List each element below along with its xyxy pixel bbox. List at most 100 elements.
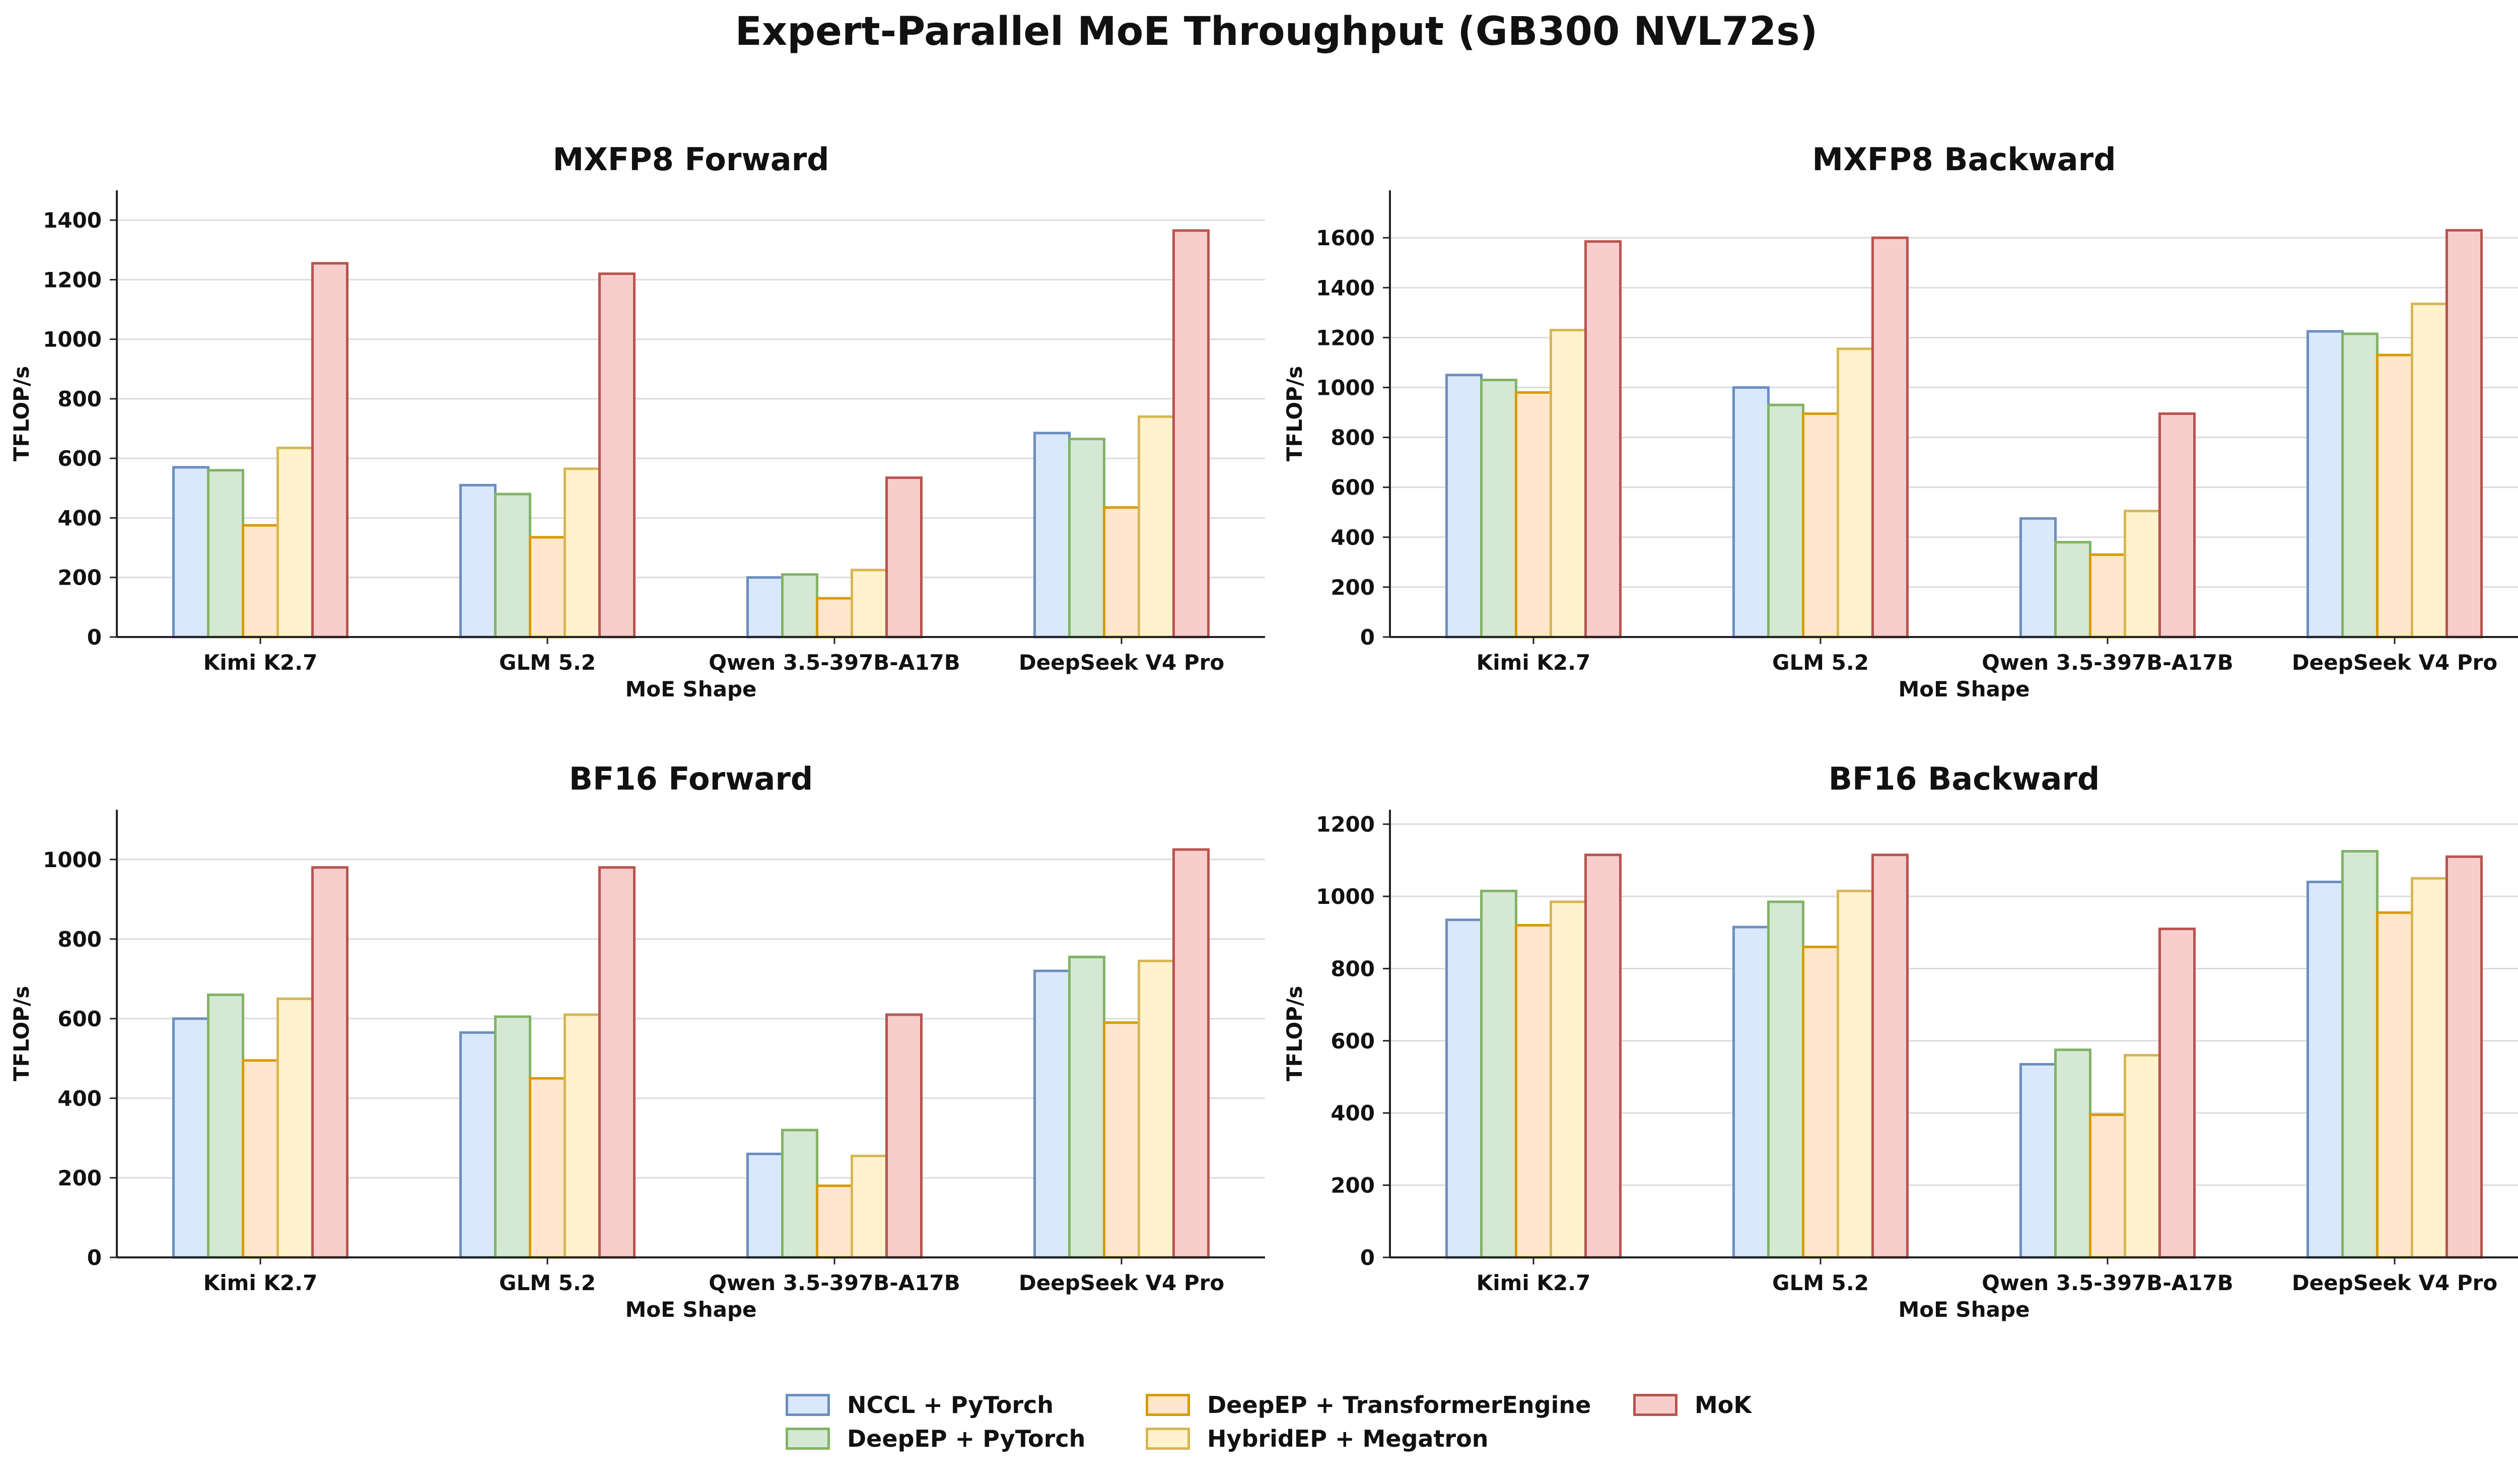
y-axis-label: TFLOP/s	[1282, 986, 1307, 1081]
y-tick-label: 600	[1331, 1029, 1375, 1053]
bar-mok-glm-5-2	[598, 866, 636, 1259]
x-tick-label-qwen-3-5-397b-a17b: Qwen 3.5-397B-A17B	[709, 650, 960, 675]
bar-mok-deepseek-v4-pro	[2445, 855, 2483, 1259]
bar-mok-kimi-k2-7	[1584, 240, 1622, 639]
figure-title: Expert-Parallel MoE Throughput (GB300 NV…	[735, 9, 1818, 54]
x-axis-label: MoE Shape	[625, 1297, 756, 1322]
bar-hybridep-megatron-deepseek-v4-pro	[2411, 877, 2448, 1259]
y-tick-label: 400	[1331, 1101, 1375, 1125]
bar-deepep-transformerengine-glm-5-2	[529, 536, 566, 639]
bar-deepep-pytorch-deepseek-v4-pro	[1068, 955, 1105, 1259]
y-tick-label: 1000	[1316, 884, 1375, 909]
y-tick-label: 1400	[1316, 275, 1375, 300]
x-tick-label-kimi-k2-7: Kimi K2.7	[203, 1270, 318, 1295]
y-tick-label: 200	[1331, 575, 1375, 600]
x-tick-label-glm-5-2: GLM 5.2	[499, 1270, 596, 1295]
legend-label-hybridep-megatron: HybridEP + Megatron	[1207, 1425, 1489, 1452]
bar-nccl-pytorch-kimi-k2-7	[1445, 374, 1483, 639]
bar-hybridep-megatron-deepseek-v4-pro	[1138, 959, 1175, 1259]
x-tick-label-deepseek-v4-pro: DeepSeek V4 Pro	[1019, 650, 1224, 675]
legend-item-hybridep-megatron: HybridEP + Megatron	[1146, 1421, 1488, 1456]
x-tick-label-deepseek-v4-pro: DeepSeek V4 Pro	[2292, 650, 2497, 675]
bar-mok-kimi-k2-7	[1584, 854, 1622, 1259]
bar-deepep-pytorch-qwen-3-5-397b-a17b	[2054, 541, 2091, 639]
bar-mok-glm-5-2	[1871, 854, 1909, 1259]
legend: NCCL + PyTorch DeepEP + PyTorch DeepEP +…	[786, 1382, 1773, 1463]
x-tick-label-qwen-3-5-397b-a17b: Qwen 3.5-397B-A17B	[1982, 1270, 2233, 1295]
legend-swatch-mok	[1633, 1394, 1677, 1416]
bar-deepep-pytorch-qwen-3-5-397b-a17b	[781, 573, 818, 639]
bar-deepep-pytorch-glm-5-2	[1767, 403, 1804, 639]
y-tick-label: 400	[57, 1086, 102, 1111]
bar-mok-kimi-k2-7	[311, 262, 348, 639]
bar-nccl-pytorch-qwen-3-5-397b-a17b	[2019, 1063, 2057, 1259]
bar-nccl-pytorch-deepseek-v4-pro	[1033, 969, 1071, 1259]
bar-deepep-transformerengine-deepseek-v4-pro	[1103, 1021, 1140, 1259]
y-tick-label: 0	[87, 625, 102, 650]
bar-hybridep-megatron-glm-5-2	[1837, 347, 1874, 639]
legend-item-mok: MoK	[1633, 1387, 1752, 1423]
bar-hybridep-megatron-qwen-3-5-397b-a17b	[851, 1154, 888, 1259]
y-tick-label: 200	[57, 1166, 102, 1190]
y-tick-label: 0	[1360, 625, 1375, 650]
bar-nccl-pytorch-glm-5-2	[1732, 926, 1770, 1259]
bar-deepep-transformerengine-kimi-k2-7	[242, 524, 279, 639]
chart-title: MXFP8 Forward	[552, 141, 829, 178]
y-tick-label: 800	[1331, 956, 1375, 981]
y-axis-label: TFLOP/s	[9, 986, 34, 1081]
bar-deepep-transformerengine-qwen-3-5-397b-a17b	[816, 1184, 853, 1259]
bar-deepep-pytorch-deepseek-v4-pro	[2341, 332, 2379, 639]
bar-hybridep-megatron-glm-5-2	[1837, 889, 1874, 1259]
bar-deepep-transformerengine-kimi-k2-7	[1515, 391, 1552, 639]
y-tick-label: 1200	[1316, 325, 1375, 350]
bar-hybridep-megatron-kimi-k2-7	[276, 997, 314, 1259]
y-tick-label: 1000	[43, 847, 102, 872]
chart-panel-bf16-forward: 0 200 400 600 800 1000 Kimi K2.7 GLM 5.2 Qwen 3.…	[9, 760, 1265, 1322]
y-tick-label: 1400	[43, 208, 102, 233]
chart-title: BF16 Forward	[569, 760, 813, 797]
chart-title: BF16 Backward	[1829, 760, 2100, 797]
bar-deepep-transformerengine-kimi-k2-7	[242, 1059, 279, 1259]
y-tick-label: 800	[57, 927, 102, 952]
y-tick-label: 800	[57, 387, 102, 411]
legend-item-deepep-pytorch: DeepEP + PyTorch	[786, 1421, 1085, 1456]
x-tick-label-kimi-k2-7: Kimi K2.7	[203, 650, 318, 675]
bar-mok-deepseek-v4-pro	[1172, 229, 1210, 639]
bar-deepep-transformerengine-glm-5-2	[1802, 945, 1839, 1259]
bar-deepep-transformerengine-glm-5-2	[1802, 412, 1839, 639]
bar-deepep-transformerengine-qwen-3-5-397b-a17b	[816, 597, 853, 639]
legend-label-deepep-pytorch: DeepEP + PyTorch	[847, 1425, 1086, 1452]
bar-deepep-pytorch-glm-5-2	[1767, 900, 1804, 1259]
legend-label-nccl-pytorch: NCCL + PyTorch	[847, 1391, 1054, 1419]
legend-swatch-hybridep-megatron	[1146, 1428, 1190, 1450]
y-tick-label: 1000	[1316, 375, 1375, 400]
y-tick-label: 1200	[43, 267, 102, 292]
chart-panel-mxfp8-backward: 0 200 400 600 800 1000 1200 1400 1600 Kimi K2.7 GL…	[1282, 141, 2518, 701]
bar-mok-kimi-k2-7	[311, 866, 348, 1259]
chart-panel-mxfp8-forward: 0 200 400 600 800 1000 1200 1400 Kimi K2.7 GLM 5.…	[9, 141, 1265, 701]
x-axis-label: MoE Shape	[1898, 1297, 2030, 1322]
x-axis-label: MoE Shape	[625, 677, 756, 701]
bar-deepep-transformerengine-qwen-3-5-397b-a17b	[2089, 553, 2126, 639]
y-tick-label: 600	[57, 446, 102, 471]
bar-deepep-transformerengine-kimi-k2-7	[1515, 924, 1552, 1259]
bar-nccl-pytorch-deepseek-v4-pro	[2306, 880, 2344, 1259]
y-axis-label: TFLOP/s	[1282, 366, 1307, 461]
bar-mok-qwen-3-5-397b-a17b	[885, 1013, 923, 1259]
bar-deepep-pytorch-glm-5-2	[494, 492, 531, 639]
y-tick-label: 0	[1360, 1245, 1375, 1270]
y-tick-label: 0	[87, 1245, 102, 1270]
bar-mok-deepseek-v4-pro	[2445, 229, 2483, 639]
bar-deepep-transformerengine-glm-5-2	[529, 1077, 566, 1259]
legend-swatch-nccl-pytorch	[786, 1394, 830, 1416]
bar-nccl-pytorch-qwen-3-5-397b-a17b	[2019, 517, 2057, 639]
bar-hybridep-megatron-kimi-k2-7	[276, 447, 314, 639]
bar-deepep-transformerengine-qwen-3-5-397b-a17b	[2089, 1113, 2126, 1259]
bar-deepep-pytorch-kimi-k2-7	[207, 993, 244, 1259]
bar-mok-deepseek-v4-pro	[1172, 848, 1210, 1259]
bar-nccl-pytorch-deepseek-v4-pro	[2306, 330, 2344, 639]
legend-label-mok: MoK	[1695, 1391, 1752, 1419]
bar-hybridep-megatron-glm-5-2	[564, 467, 601, 639]
bar-deepep-pytorch-deepseek-v4-pro	[2341, 850, 2379, 1259]
x-tick-label-kimi-k2-7: Kimi K2.7	[1477, 1270, 1591, 1295]
